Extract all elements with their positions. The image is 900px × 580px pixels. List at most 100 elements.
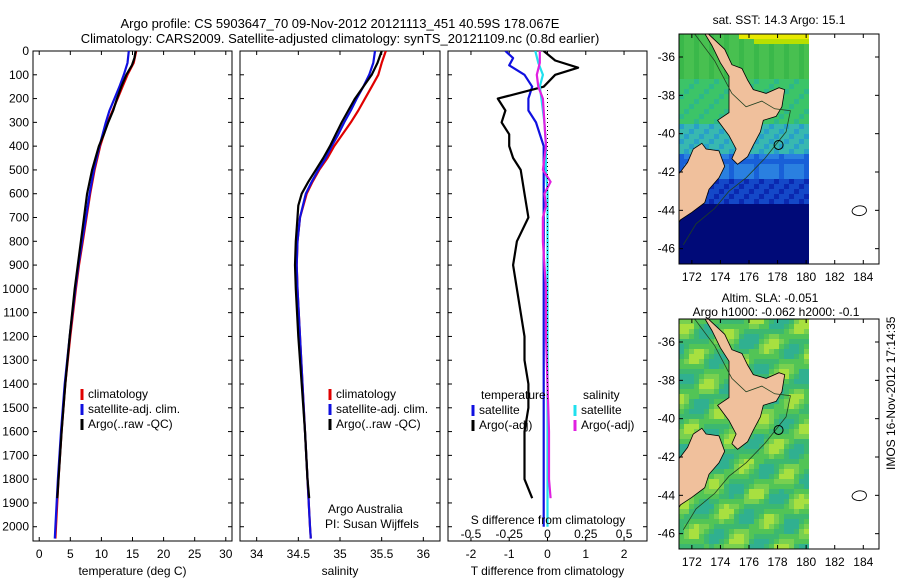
map-xtick-label: 182 xyxy=(825,270,845,284)
map-cell xyxy=(799,44,805,50)
map-cell xyxy=(729,474,735,480)
map-cell xyxy=(729,344,735,350)
map-cell xyxy=(749,439,755,445)
map-cell xyxy=(694,129,700,135)
ytick-label: 1100 xyxy=(3,306,29,320)
map-cell xyxy=(734,184,740,190)
map-cell xyxy=(794,134,800,140)
map-cell xyxy=(744,354,750,360)
map-cell xyxy=(799,449,805,455)
map-cell xyxy=(789,64,795,70)
map-cell xyxy=(769,434,775,440)
map-cell xyxy=(739,254,745,260)
map-cell xyxy=(704,374,710,380)
map-cell xyxy=(724,209,730,215)
map-cell xyxy=(714,64,720,70)
map-cell xyxy=(714,399,720,405)
map-cell xyxy=(699,224,705,230)
map-xtick-label: 178 xyxy=(768,270,788,284)
map-cell xyxy=(794,214,800,220)
map-cell xyxy=(779,64,785,70)
map-cell xyxy=(789,189,795,195)
map-cell xyxy=(779,474,785,480)
map-cell xyxy=(679,239,685,245)
map-cell xyxy=(774,169,780,175)
map-cell xyxy=(714,359,720,365)
map-cell xyxy=(694,89,700,95)
map-cell xyxy=(774,84,780,90)
map-cell xyxy=(724,424,730,430)
map-cell xyxy=(794,89,800,95)
map-cell xyxy=(804,444,809,450)
map-cell xyxy=(779,479,785,485)
map-cell xyxy=(699,424,705,430)
map-cell xyxy=(794,324,800,330)
map-cell xyxy=(764,344,770,350)
map-cell xyxy=(689,354,695,360)
map-cell xyxy=(744,544,750,549)
map-cell xyxy=(774,509,780,515)
map-cell xyxy=(799,179,805,185)
map-cell xyxy=(794,429,800,435)
map-cell xyxy=(804,89,809,95)
map-cell xyxy=(779,144,785,150)
map-cell xyxy=(724,534,730,540)
map-cell xyxy=(754,509,760,515)
map-cell xyxy=(784,529,790,535)
map-cell xyxy=(799,59,805,65)
map-cell xyxy=(774,149,780,155)
map-cell xyxy=(704,324,710,330)
map-cell xyxy=(754,64,760,70)
map-cell xyxy=(759,474,765,480)
map-cell xyxy=(684,49,690,55)
map-cell xyxy=(694,104,700,110)
map-cell xyxy=(804,244,809,250)
map-cell xyxy=(784,334,790,340)
map-cell xyxy=(699,109,705,115)
map-cell xyxy=(789,534,795,540)
map-cell xyxy=(684,429,690,435)
map-cell xyxy=(739,444,745,450)
map-cell xyxy=(734,174,740,180)
map-cell xyxy=(799,214,805,220)
map-cell xyxy=(784,369,790,375)
map-cell xyxy=(784,364,790,370)
map-cell xyxy=(769,524,775,530)
map-cell xyxy=(804,494,809,500)
map-cell xyxy=(754,344,760,350)
map-cell xyxy=(739,244,745,250)
map-cell xyxy=(724,464,730,470)
map-cell xyxy=(734,534,740,540)
map-cell xyxy=(759,539,765,545)
map-cell xyxy=(759,359,765,365)
legend-title-salinity: salinity xyxy=(583,388,620,402)
ytick-label: 1200 xyxy=(2,329,29,343)
map-cell xyxy=(679,144,685,150)
map-cell xyxy=(789,179,795,185)
map-cell xyxy=(794,369,800,375)
map-cell xyxy=(714,134,720,140)
map-cell xyxy=(744,54,750,60)
map-cell xyxy=(789,229,795,235)
map-cell xyxy=(789,529,795,535)
map-cell xyxy=(799,374,805,380)
map-cell xyxy=(729,339,735,345)
map-cell xyxy=(784,239,790,245)
map-cell xyxy=(764,224,770,230)
map-cell xyxy=(719,464,725,470)
map-cell xyxy=(694,334,700,340)
map-cell xyxy=(789,459,795,465)
map-cell xyxy=(769,419,775,425)
map-cell xyxy=(709,199,715,205)
map-cell xyxy=(709,249,715,255)
map-cell xyxy=(794,59,800,65)
map-cell xyxy=(799,454,805,460)
map-cell xyxy=(749,219,755,225)
map-cell xyxy=(684,54,690,60)
map-cell xyxy=(689,124,695,130)
map-cell xyxy=(764,494,770,500)
map-cell xyxy=(689,144,695,150)
map-cell xyxy=(769,139,775,145)
